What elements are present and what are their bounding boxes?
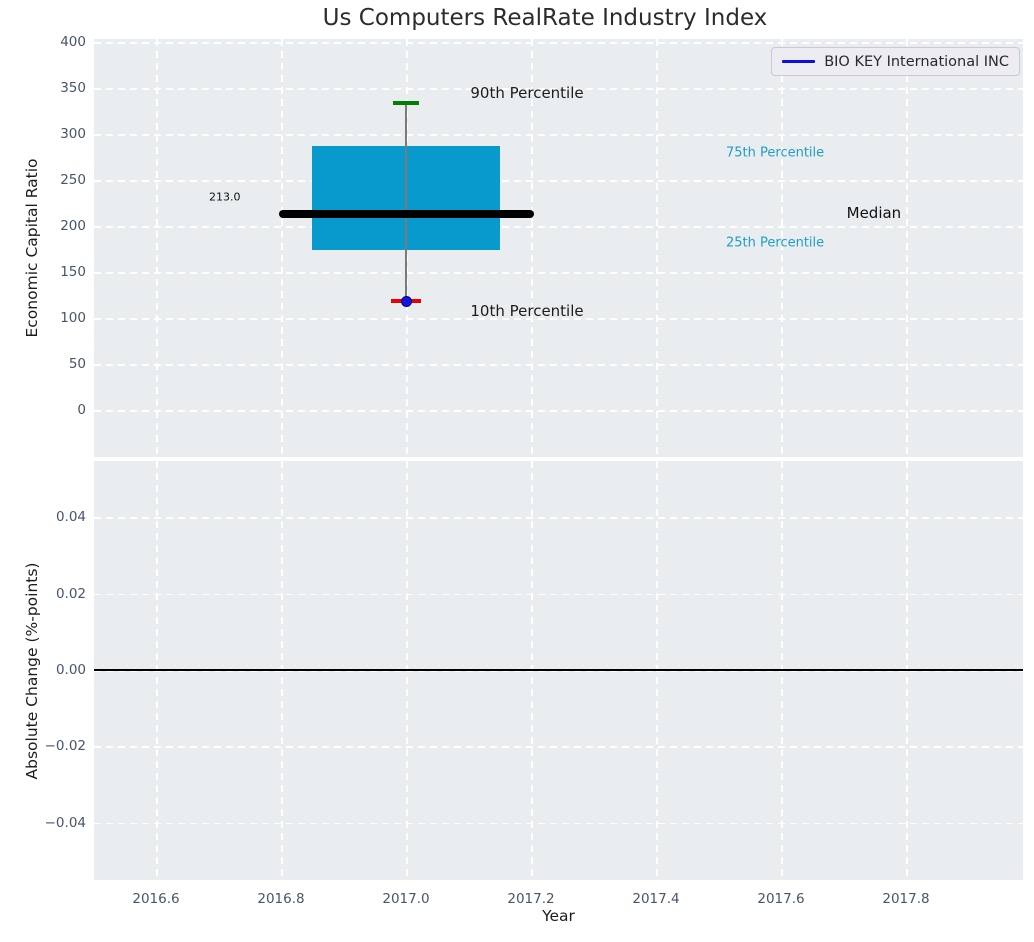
annotation-10th-percentile: 10th Percentile: [470, 301, 584, 320]
legend-label: BIO KEY International INC: [824, 53, 1009, 70]
gridline-horizontal: [94, 318, 1023, 320]
y-tick-label: 200: [60, 218, 86, 235]
annotation-75th-percentile: 75th Percentile: [726, 145, 825, 161]
median-line: [278, 210, 534, 219]
company-data-point: [400, 295, 412, 307]
gridline-horizontal: [94, 134, 1023, 136]
y-tick-label: 350: [60, 80, 86, 97]
y-tick-label: 0.04: [55, 509, 86, 526]
y-axis-label-top: Economic Capital Ratio: [23, 158, 41, 338]
absolute-change-axes: Absolute Change (%-points) Year 0.04 0.02…: [23, 461, 1023, 925]
y-axis-label-bottom: Absolute Change (%-points): [23, 562, 41, 779]
y-tick-label: 250: [60, 172, 86, 189]
gridline-horizontal: [94, 226, 1023, 228]
x-tick-label: 2016.8: [257, 891, 305, 907]
gridline-vertical: [781, 39, 783, 457]
gridline-horizontal: [94, 364, 1023, 366]
x-tick-label: 2017.6: [757, 891, 805, 907]
x-tick-label: 2017.4: [632, 891, 680, 907]
zero-line: [94, 669, 1023, 671]
gridline-vertical: [656, 39, 658, 457]
90th-percentile-cap: [393, 101, 419, 105]
gridline-horizontal: [94, 272, 1023, 274]
gridline-vertical: [531, 39, 533, 457]
gridline-vertical: [281, 39, 283, 457]
gridline-horizontal: [94, 88, 1023, 90]
x-axis-label: Year: [542, 907, 575, 925]
x-tick-label: 2017.8: [882, 891, 930, 907]
y-tick-label: −0.02: [44, 738, 86, 755]
y-tick-label: 50: [68, 356, 86, 373]
legend: BIO KEY International INC: [771, 47, 1020, 76]
gridline-horizontal: [94, 517, 1023, 520]
x-tick-label: 2017.2: [507, 891, 555, 907]
economic-capital-ratio-axes: Economic Capital Ratio BIO KEY Internati…: [23, 34, 1023, 457]
gridline-vertical: [906, 39, 908, 457]
annotation-213-0: 213.0: [209, 190, 241, 204]
y-tick-label: 0.00: [55, 662, 86, 679]
y-tick-label: 0: [77, 402, 86, 419]
chart-title: Us Computers RealRate Industry Index: [322, 5, 768, 31]
legend-line-sample: [782, 60, 816, 63]
gridline-horizontal: [94, 593, 1023, 596]
gridline-vertical: [156, 39, 158, 457]
gridline-horizontal: [94, 410, 1023, 412]
annotation-90th-percentile: 90th Percentile: [470, 83, 584, 102]
y-tick-label: −0.04: [44, 814, 86, 831]
gridline-horizontal: [94, 180, 1023, 182]
y-tick-label: 100: [60, 310, 86, 327]
annotation-25th-percentile: 25th Percentile: [726, 235, 825, 251]
y-tick-label: 150: [60, 264, 86, 281]
gridline-horizontal: [94, 670, 1023, 672]
y-tick-label: 0.02: [55, 585, 86, 602]
box-whisker-line: [405, 102, 407, 302]
gridline-horizontal: [94, 746, 1023, 749]
gridline-horizontal: [94, 42, 1023, 44]
gridline-horizontal: [94, 822, 1023, 825]
annotation-median: Median: [846, 204, 902, 223]
y-tick-label: 300: [60, 126, 86, 143]
x-tick-label: 2016.6: [132, 891, 180, 907]
x-tick-label: 2017.0: [382, 891, 430, 907]
y-tick-label: 400: [60, 34, 86, 51]
